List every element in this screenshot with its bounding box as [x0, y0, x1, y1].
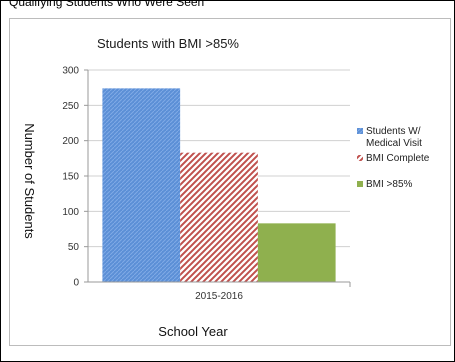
legend-swatch [357, 128, 363, 134]
y-axis-title: Number of Students [22, 123, 37, 239]
y-tick-label: 150 [62, 172, 79, 183]
bar-bmi-85 [257, 223, 336, 282]
y-tick-label: 0 [73, 278, 79, 289]
legend-swatch [357, 155, 363, 161]
y-tick-label: 50 [68, 242, 80, 253]
x-axis-title: School Year [158, 324, 228, 339]
x-tick-label: 2015-2016 [195, 291, 243, 302]
chart-area: 0 50 100 150 200 250 300 2015-2016 Students wit… [9, 18, 451, 346]
legend-label: BMI Complete [366, 153, 430, 164]
y-tick-label: 250 [62, 101, 79, 112]
bar-bmi-complete [180, 152, 258, 282]
chart-title: Students with BMI >85% [97, 36, 239, 51]
legend-label: Students W/Medical Visit [366, 126, 422, 149]
chart-caption: Qualifying Students Who Were Seen [9, 0, 205, 9]
legend-label: BMI >85% [366, 179, 413, 190]
y-tick-label: 100 [62, 207, 79, 218]
legend-swatch [357, 181, 363, 187]
bars [102, 88, 336, 282]
legend: Students W/Medical Visit BMI Complete BMI … [357, 126, 430, 190]
bar-chart: 0 50 100 150 200 250 300 2015-2016 Students wit… [22, 36, 430, 339]
y-tick-label: 200 [62, 136, 79, 147]
axes: 0 50 100 150 200 250 300 2015-2016 [62, 66, 351, 302]
y-tick-label: 300 [62, 66, 79, 77]
bar-students-w-medical-visit [102, 88, 181, 282]
